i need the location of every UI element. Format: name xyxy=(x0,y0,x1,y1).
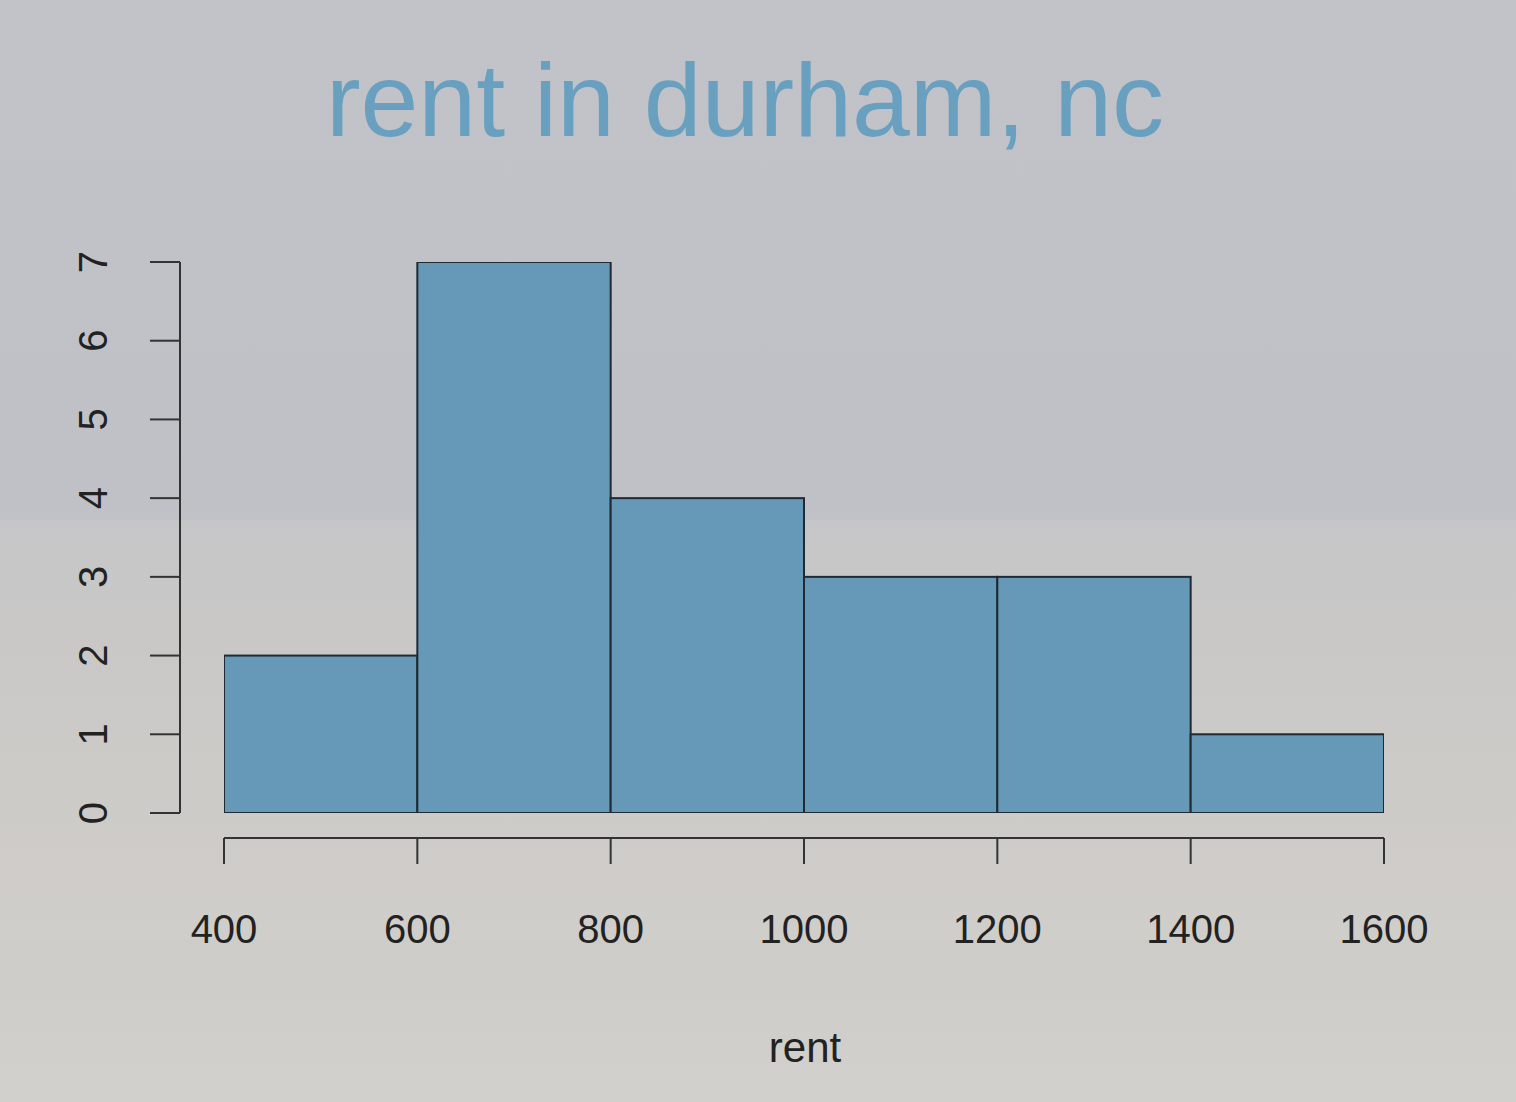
x-tick xyxy=(610,838,612,864)
bar xyxy=(804,577,997,813)
y-tick xyxy=(150,340,180,342)
x-tick xyxy=(416,838,418,864)
y-tick xyxy=(150,655,180,657)
bars xyxy=(224,262,1384,813)
y-tick-label: 7 xyxy=(71,251,115,273)
y-tick-label: 3 xyxy=(71,566,115,588)
x-tick-label: 1200 xyxy=(953,907,1042,951)
y-tick xyxy=(150,497,180,499)
x-tick xyxy=(1190,838,1192,864)
x-tick-label: 400 xyxy=(191,907,258,951)
x-tick-label: 800 xyxy=(577,907,644,951)
bar xyxy=(997,577,1190,813)
y-tick xyxy=(150,418,180,420)
y-tick xyxy=(150,576,180,578)
bar xyxy=(417,262,610,813)
y-tick xyxy=(150,812,180,814)
y-tick-label: 6 xyxy=(71,330,115,352)
y-tick xyxy=(150,261,180,263)
y-tick-label: 1 xyxy=(71,723,115,745)
x-tick-label: 1600 xyxy=(1340,907,1429,951)
x-tick-label: 1000 xyxy=(760,907,849,951)
x-tick xyxy=(803,838,805,864)
y-tick-label: 0 xyxy=(71,802,115,824)
bar xyxy=(1191,734,1384,813)
y-tick-label: 2 xyxy=(71,644,115,666)
bar xyxy=(611,498,804,813)
x-tick-label: 1400 xyxy=(1146,907,1235,951)
x-tick xyxy=(996,838,998,864)
y-axis xyxy=(179,262,181,813)
y-tick-label: 5 xyxy=(71,408,115,430)
chart: rent in durham, nc 0 1 2 3 4 5 6 7 400 600 800 1000 1… xyxy=(0,0,1516,1102)
x-tick xyxy=(1383,838,1385,864)
y-tick xyxy=(150,733,180,735)
x-axis-label: rent xyxy=(769,1024,842,1071)
x-tick-label: 600 xyxy=(384,907,451,951)
x-tick xyxy=(223,838,225,864)
title: rent in durham, nc xyxy=(326,42,1164,158)
bar xyxy=(224,656,417,813)
y-tick-label: 4 xyxy=(71,487,115,509)
